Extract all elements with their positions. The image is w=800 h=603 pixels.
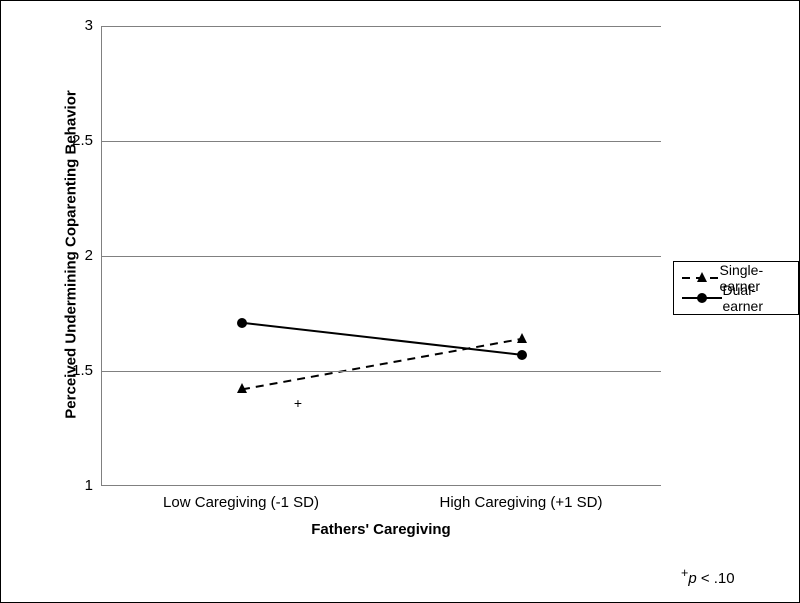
legend-item: Dual-earner: [682, 288, 790, 308]
triangle-marker: [517, 333, 527, 343]
y-tick-label: 1.5: [61, 362, 93, 379]
triangle-marker: [697, 272, 707, 282]
footnote-text: < .10: [697, 570, 735, 587]
gridline: [102, 371, 661, 372]
footnote-italic: p: [688, 570, 696, 587]
x-tick-label: High Caregiving (+1 SD): [411, 494, 631, 511]
triangle-marker: [237, 383, 247, 393]
legend-sample: [682, 288, 719, 308]
series-line: [242, 339, 522, 390]
y-tick-label: 3: [61, 17, 93, 34]
x-axis-label: Fathers' Caregiving: [231, 521, 531, 538]
legend: Single-earnerDual-earner: [673, 261, 799, 315]
footnote: +p < .10: [681, 566, 735, 587]
circle-marker: [237, 318, 247, 328]
y-tick-label: 2.5: [61, 132, 93, 149]
series-line: [242, 323, 522, 355]
gridline: [102, 256, 661, 257]
plus-annotation: +: [294, 395, 302, 411]
gridline: [102, 141, 661, 142]
x-tick-label: Low Caregiving (-1 SD): [131, 494, 351, 511]
legend-label: Dual-earner: [723, 282, 790, 314]
legend-sample: [682, 268, 716, 288]
circle-marker: [517, 350, 527, 360]
plot-area: +: [101, 26, 661, 486]
y-tick-label: 2: [61, 247, 93, 264]
gridline: [102, 26, 661, 27]
y-tick-label: 1: [61, 477, 93, 494]
chart-frame: + Perceived Undermining Coparenting Beha…: [0, 0, 800, 603]
circle-marker: [697, 293, 707, 303]
